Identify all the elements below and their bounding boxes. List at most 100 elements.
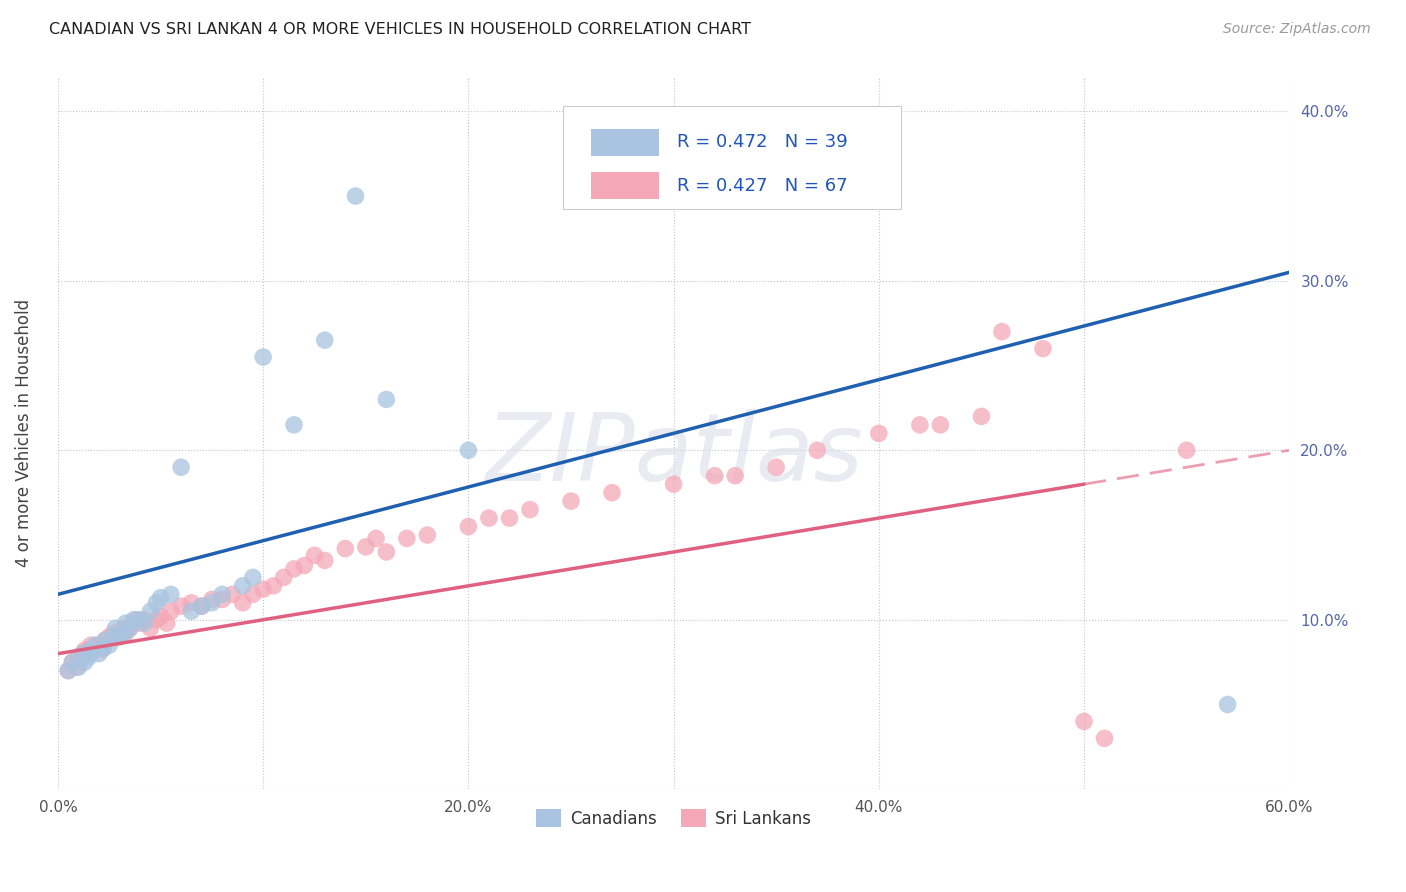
Point <box>1094 731 1116 746</box>
Point <box>77 647 100 661</box>
Point <box>929 417 952 432</box>
Text: Source: ZipAtlas.com: Source: ZipAtlas.com <box>1223 22 1371 37</box>
Point <box>662 477 685 491</box>
Point <box>190 599 212 614</box>
Point <box>364 532 387 546</box>
FancyBboxPatch shape <box>562 106 901 209</box>
Point <box>98 638 121 652</box>
Point <box>134 613 156 627</box>
Point <box>354 540 377 554</box>
Point <box>314 333 336 347</box>
Point <box>91 641 114 656</box>
Point <box>765 460 787 475</box>
Point <box>72 647 94 661</box>
Point <box>170 599 193 614</box>
Point <box>211 587 233 601</box>
Point <box>724 468 747 483</box>
Point <box>67 660 90 674</box>
Point <box>118 621 141 635</box>
Point <box>87 647 110 661</box>
Point <box>180 596 202 610</box>
Point <box>91 641 114 656</box>
Point <box>80 638 103 652</box>
Point <box>560 494 582 508</box>
Point <box>991 325 1014 339</box>
Point <box>292 558 315 573</box>
Point <box>118 621 141 635</box>
Point <box>283 562 305 576</box>
Point <box>145 596 167 610</box>
Point <box>519 502 541 516</box>
Point <box>98 630 121 644</box>
Point <box>87 638 110 652</box>
Text: ZIPatlas: ZIPatlas <box>485 409 862 500</box>
Point <box>1032 342 1054 356</box>
Point <box>180 604 202 618</box>
Point <box>145 613 167 627</box>
Point <box>77 650 100 665</box>
Point <box>221 587 243 601</box>
Point <box>232 579 254 593</box>
Point <box>868 426 890 441</box>
Point <box>703 468 725 483</box>
Point <box>112 626 135 640</box>
Point <box>114 626 136 640</box>
Point <box>457 443 479 458</box>
Point <box>416 528 439 542</box>
Point <box>84 643 107 657</box>
Point <box>160 604 183 618</box>
Point <box>970 409 993 424</box>
Point <box>58 664 80 678</box>
Point <box>58 664 80 678</box>
Point <box>314 553 336 567</box>
Point <box>232 596 254 610</box>
Legend: Canadians, Sri Lankans: Canadians, Sri Lankans <box>530 803 817 834</box>
Point <box>139 621 162 635</box>
Point <box>129 613 152 627</box>
Point <box>67 650 90 665</box>
Point <box>125 613 148 627</box>
Point <box>908 417 931 432</box>
Point <box>84 638 107 652</box>
Point <box>103 626 125 640</box>
Bar <box>591 128 659 156</box>
Text: R = 0.472   N = 39: R = 0.472 N = 39 <box>678 133 848 152</box>
Point <box>252 350 274 364</box>
Point <box>104 621 127 635</box>
Point <box>122 613 145 627</box>
Point <box>60 655 83 669</box>
Point <box>478 511 501 525</box>
Point <box>65 660 87 674</box>
Y-axis label: 4 or more Vehicles in Household: 4 or more Vehicles in Household <box>15 300 32 567</box>
Point <box>273 570 295 584</box>
Point <box>375 545 398 559</box>
Point <box>160 587 183 601</box>
Point <box>211 592 233 607</box>
Point <box>262 579 284 593</box>
Bar <box>591 172 659 200</box>
Text: R = 0.427   N = 67: R = 0.427 N = 67 <box>678 177 848 195</box>
Point <box>304 549 326 563</box>
Point <box>129 616 152 631</box>
Point <box>72 647 94 661</box>
Point <box>201 592 224 607</box>
Point <box>252 582 274 597</box>
Point <box>73 655 96 669</box>
Point <box>139 604 162 618</box>
Point <box>112 621 135 635</box>
Point <box>170 460 193 475</box>
Point <box>103 630 125 644</box>
Point <box>60 655 83 669</box>
Point <box>94 633 117 648</box>
Point <box>190 599 212 614</box>
Point <box>73 643 96 657</box>
Point <box>242 587 264 601</box>
Point <box>156 616 179 631</box>
Point <box>375 392 398 407</box>
Point <box>600 485 623 500</box>
Point <box>201 596 224 610</box>
Point <box>94 633 117 648</box>
Point <box>134 616 156 631</box>
Point <box>108 630 131 644</box>
Point <box>344 189 367 203</box>
